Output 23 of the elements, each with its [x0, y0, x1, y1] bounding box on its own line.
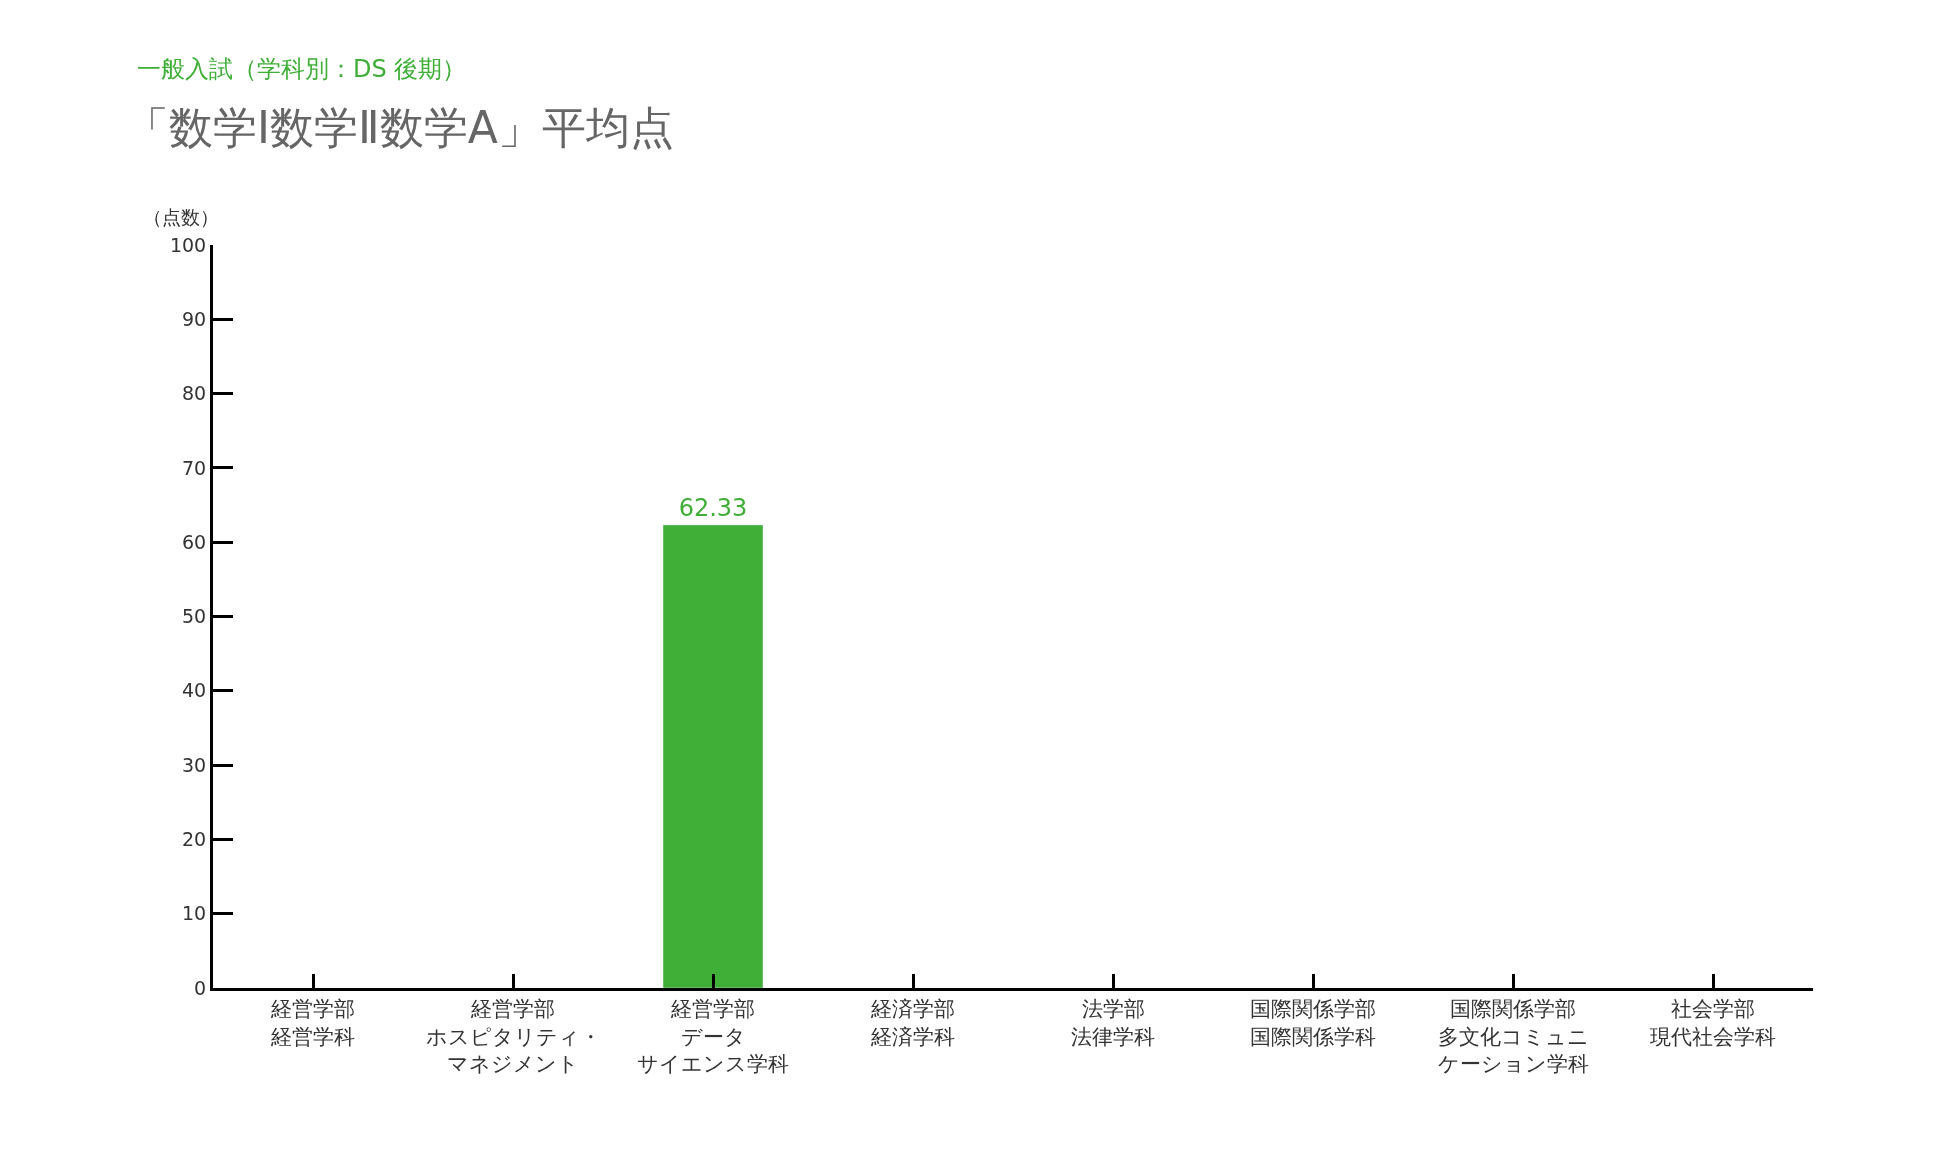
y-tick-label: 70: [182, 456, 207, 479]
x-tick-label: 経営学部経営学科: [270, 997, 355, 1049]
x-tick-label: 経営学部データサイエンス学科: [637, 997, 789, 1076]
y-tick-label: 100: [169, 233, 207, 256]
chart-subtitle: 一般入試（学科別：DS 後期）: [137, 55, 467, 83]
y-axis-title: （点数）: [143, 206, 219, 228]
y-tick-label: 20: [182, 828, 207, 851]
chart-title: 「数学Ⅰ数学Ⅱ数学A」平均点: [125, 101, 674, 153]
y-tick-label: 0: [194, 976, 207, 999]
x-tick-label: 社会学部現代社会学科: [1650, 997, 1776, 1049]
y-tick-label: 60: [182, 530, 207, 553]
y-tick-label: 50: [182, 605, 207, 628]
x-tick-label: 国際関係学部多文化コミュニケーション学科: [1437, 997, 1589, 1076]
y-tick-label: 40: [182, 679, 207, 702]
y-tick-label: 90: [182, 307, 207, 330]
x-tick-label: 経営学部ホスピタリティ・マネジメント: [425, 997, 601, 1076]
x-tick-label: 法学部法律学科: [1071, 997, 1155, 1049]
y-tick-label: 80: [182, 382, 207, 405]
x-tick-label: 国際関係学部国際関係学科: [1250, 997, 1376, 1049]
data-label: 62.33: [678, 493, 748, 522]
y-tick-label: 10: [182, 902, 207, 925]
y-tick-label: 30: [182, 753, 207, 776]
x-tick-label: 経済学部経済学科: [870, 997, 955, 1049]
